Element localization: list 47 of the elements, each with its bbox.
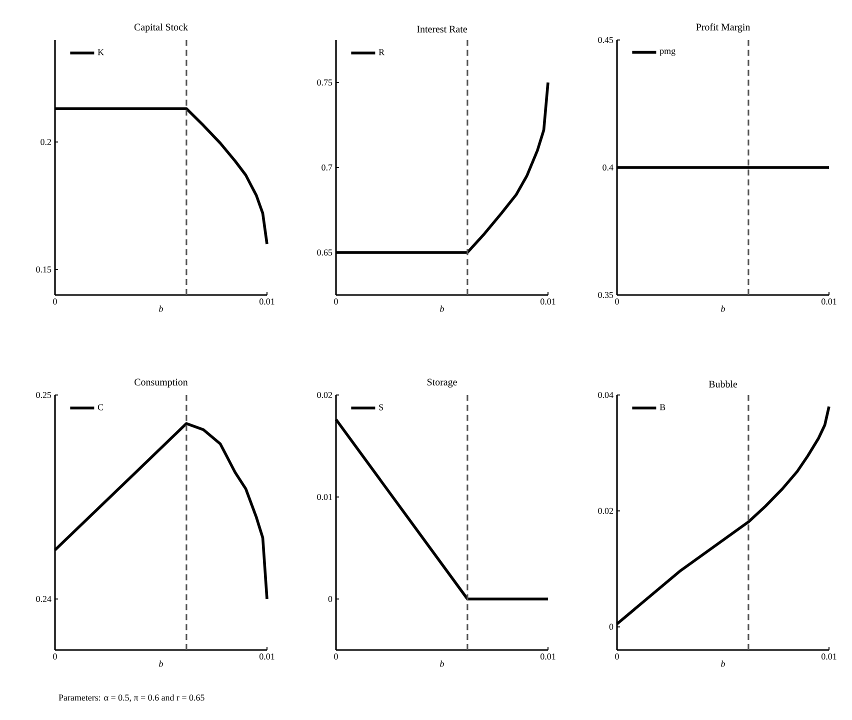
legend-label: C — [98, 404, 104, 410]
x-tick-label: 0 — [334, 654, 338, 660]
y-tick-label: 0.02 — [598, 508, 613, 514]
y-tick-label: 0.65 — [317, 249, 332, 256]
y-tick-label: 0.24 — [36, 596, 52, 602]
y-tick-label: 0.15 — [36, 266, 52, 273]
y-tick-label: 0.75 — [317, 79, 332, 86]
chart-title: Interest Rate — [417, 26, 467, 32]
x-axis-title: b — [721, 305, 725, 312]
y-tick-label: 0 — [609, 624, 614, 630]
y-tick-label: 0.2 — [40, 138, 51, 146]
x-tick-label: 0 — [615, 654, 619, 660]
x-tick-label: 0.01 — [260, 654, 274, 660]
x-tick-label: 0.01 — [540, 654, 556, 660]
legend-label: S — [379, 404, 384, 410]
chart-title: Capital Stock — [134, 23, 188, 32]
y-tick-label: 0.02 — [317, 392, 332, 398]
y-tick-label: 0.04 — [598, 392, 614, 398]
x-tick-label: 0.01 — [822, 654, 836, 660]
legend-label: pmg — [660, 49, 676, 56]
x-tick-label: 0 — [53, 654, 57, 660]
x-tick-label: 0 — [334, 298, 338, 305]
y-tick-label: 0.45 — [598, 36, 614, 44]
legend-label: B — [660, 404, 666, 410]
x-tick-label: 0 — [615, 298, 619, 305]
x-tick-label: 0.01 — [260, 298, 274, 305]
x-tick-label: 0 — [53, 298, 57, 305]
y-tick-label: 0.35 — [598, 292, 614, 298]
chart-title: Consumption — [134, 378, 188, 388]
x-axis-title: b — [440, 660, 444, 667]
y-tick-label: 0.4 — [602, 164, 614, 171]
chart-title: Bubble — [708, 380, 738, 388]
x-axis-title: b — [159, 305, 163, 312]
x-axis-title: b — [159, 660, 163, 667]
x-tick-label: 0.01 — [822, 298, 836, 305]
legend-label: R — [378, 49, 385, 56]
chart-title: Storage — [427, 378, 457, 388]
x-axis-title: b — [721, 660, 725, 667]
legend-label: K — [98, 49, 104, 56]
text: Parameters: α = 0.5, π = 0.6 and r = 0.65 — [58, 694, 204, 702]
y-tick-label: 0.01 — [317, 494, 332, 500]
y-tick-label: 0.7 — [322, 164, 332, 171]
x-tick-label: 0.01 — [540, 298, 556, 305]
x-axis-title: b — [440, 305, 444, 312]
y-tick-label: 0 — [328, 596, 332, 602]
chart-title: Profit Margin — [696, 23, 750, 32]
y-tick-label: 0.25 — [36, 392, 52, 398]
